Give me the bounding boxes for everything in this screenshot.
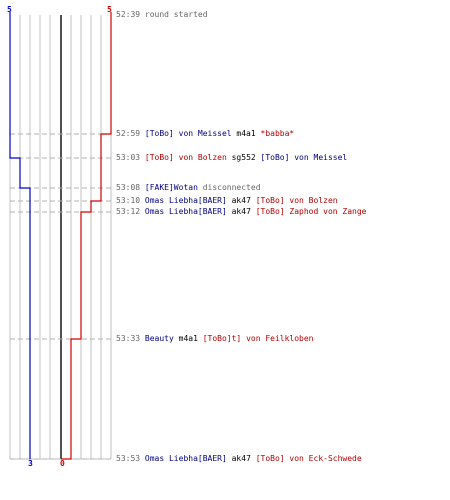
event-timestamp: 53:53 bbox=[116, 454, 145, 463]
blue-team-start-count: 5 bbox=[7, 5, 12, 14]
event-text-part: sg552 bbox=[226, 153, 261, 162]
event-text-part: m4a1 bbox=[173, 334, 203, 343]
event-text-part: Omas Liebha[BAER] bbox=[144, 454, 227, 463]
event-timestamp: 53:10 bbox=[116, 196, 145, 205]
event-text-part: Omas Liebha[BAER] bbox=[144, 207, 227, 216]
event-row: 53:33 Beauty m4a1 [ToBo]t] von Feilklobe… bbox=[116, 334, 314, 344]
event-row: 53:03 [ToBo] von Bolzen sg552 [ToBo] von… bbox=[116, 153, 347, 163]
event-text-part: [ToBo] von Eck-Schwede bbox=[255, 454, 362, 463]
event-timestamp: 52:39 bbox=[116, 10, 145, 19]
event-text-part: [ToBo] von Bolzen bbox=[255, 196, 338, 205]
red-team-step-line bbox=[61, 12, 112, 460]
event-text-part: ak47 bbox=[226, 454, 256, 463]
event-timestamp: 53:03 bbox=[116, 153, 145, 162]
event-text-part: [ToBo] Zaphod von Zange bbox=[255, 207, 367, 216]
event-text-part: Omas Liebha[BAER] bbox=[144, 196, 227, 205]
event-row: 53:12 Omas Liebha[BAER] ak47 [ToBo] Zaph… bbox=[116, 207, 366, 217]
event-row: 53:53 Omas Liebha[BAER] ak47 [ToBo] von … bbox=[116, 454, 362, 464]
event-text-part: [ToBo]t] von Feilkloben bbox=[202, 334, 314, 343]
event-text-part: round started bbox=[144, 10, 208, 19]
event-text-part: ak47 bbox=[226, 207, 256, 216]
event-timestamp: 53:33 bbox=[116, 334, 145, 343]
event-text-part: Beauty bbox=[144, 334, 174, 343]
event-text-part: disconnected bbox=[197, 183, 261, 192]
red-team-start-count: 5 bbox=[107, 5, 112, 14]
event-text-part: *babba* bbox=[260, 129, 295, 138]
blue-team-end-count: 3 bbox=[28, 459, 33, 468]
event-text-part: m4a1 bbox=[231, 129, 261, 138]
event-timestamp: 53:08 bbox=[116, 183, 145, 192]
event-text-part: [ToBo] von Meissel bbox=[144, 129, 232, 138]
event-row: 53:10 Omas Liebha[BAER] ak47 [ToBo] von … bbox=[116, 196, 338, 206]
event-row: 52:59 [ToBo] von Meissel m4a1 *babba* bbox=[116, 129, 294, 139]
event-text-part: [ToBo] von Meissel bbox=[260, 153, 348, 162]
event-row: 53:08 [FAKE]Wotan disconnected bbox=[116, 183, 261, 193]
event-timestamp: 52:59 bbox=[116, 129, 145, 138]
red-team-end-count: 0 bbox=[60, 459, 65, 468]
event-row: 52:39 round started bbox=[116, 10, 208, 20]
event-text-part: [FAKE]Wotan bbox=[144, 183, 198, 192]
event-text-part: [ToBo] von Bolzen bbox=[144, 153, 227, 162]
event-timestamp: 53:12 bbox=[116, 207, 145, 216]
event-text-part: ak47 bbox=[226, 196, 256, 205]
blue-team-step-line bbox=[9, 12, 31, 459]
